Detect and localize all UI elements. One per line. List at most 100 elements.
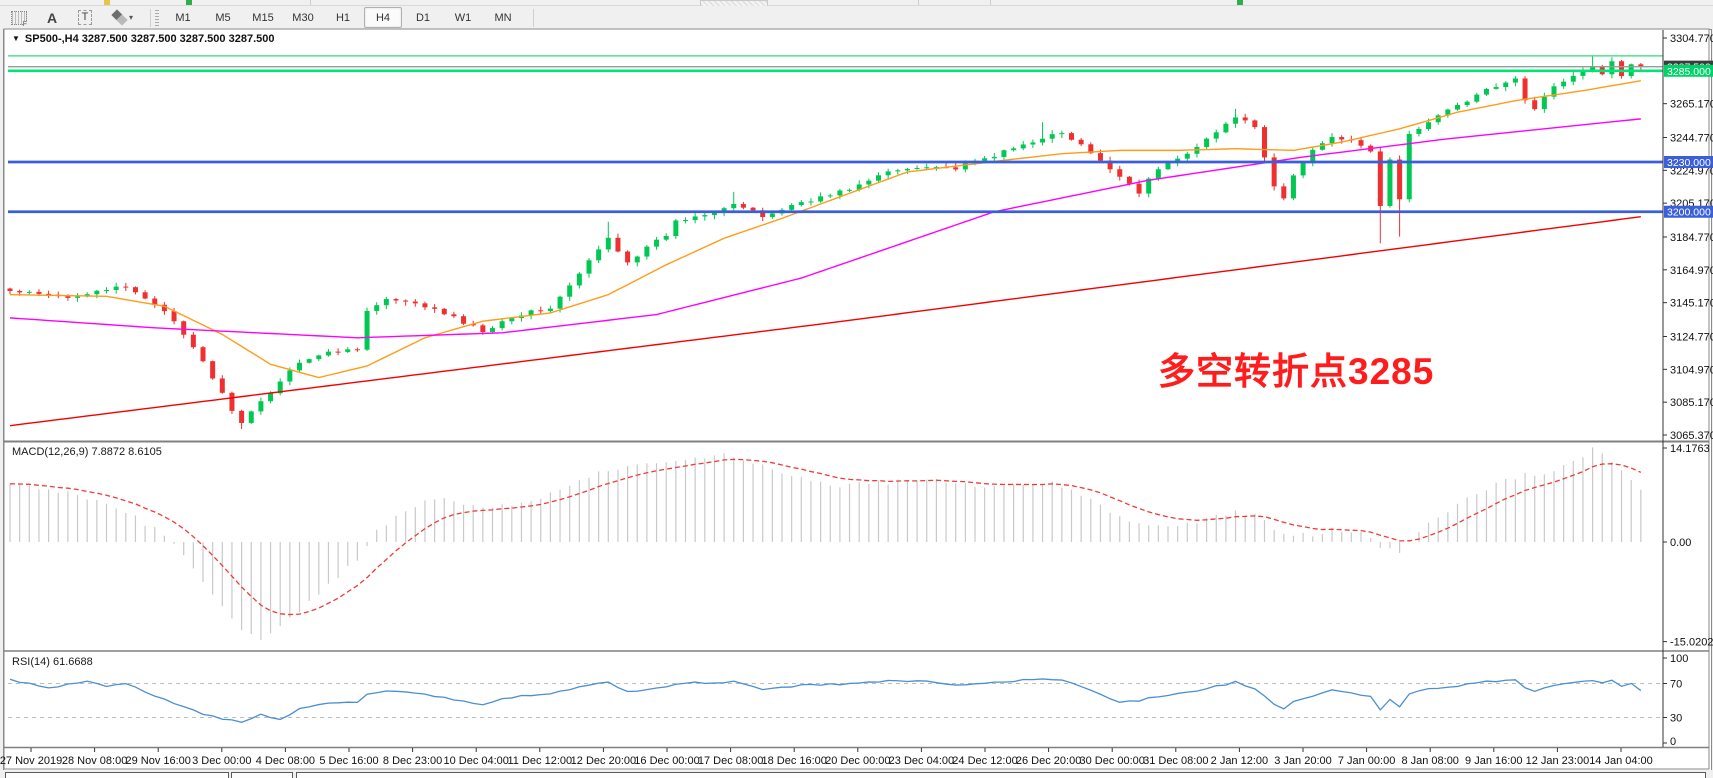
template-grid-icon[interactable]: F xyxy=(7,8,31,28)
timeframe-button-group: M1 M5 M15 M30 H1 H4 D1 W1 MN xyxy=(163,7,523,28)
candle-body xyxy=(557,296,563,309)
tf-button-m15[interactable]: M15 xyxy=(252,11,274,24)
candle-body xyxy=(1609,61,1615,75)
font-a-icon[interactable]: A xyxy=(40,8,64,27)
tf-button-m5[interactable]: M5 xyxy=(215,11,231,24)
price-axis-label: 3164.970 xyxy=(1670,265,1713,277)
time-axis-label: 10 Dec 04:00 xyxy=(443,755,508,767)
candle-body xyxy=(1551,86,1557,97)
toolbar-separator xyxy=(150,8,151,27)
ma-fast-line[interactable] xyxy=(9,80,1641,379)
candle-body xyxy=(258,401,264,412)
chart-text-annotation[interactable]: 多空转折点3285 xyxy=(1158,351,1435,392)
shapes-dropdown-icon[interactable]: ▾ xyxy=(106,8,140,27)
text-label-icon[interactable]: T xyxy=(73,8,97,27)
time-axis-label: 4 Dec 08:00 xyxy=(256,755,315,767)
price-badge-text: 3200.000 xyxy=(1667,207,1711,219)
bottom-tab[interactable] xyxy=(296,772,1706,778)
candle-body xyxy=(1262,127,1267,158)
candle-body xyxy=(509,318,515,322)
candle-body xyxy=(1416,128,1422,134)
toolbar-separator xyxy=(310,0,311,5)
candle-body xyxy=(1570,75,1576,82)
macd-panel xyxy=(9,447,1642,641)
candle-body xyxy=(818,196,824,202)
cutoff-upper-toolbar xyxy=(0,0,1713,6)
time-axis-label: 30 Dec 00:00 xyxy=(1079,755,1144,767)
time-axis-label: 26 Dec 20:00 xyxy=(1016,755,1081,767)
candle-body xyxy=(962,163,968,170)
candle-body xyxy=(731,204,737,209)
candle-body xyxy=(576,273,582,286)
time-axis-label: 23 Dec 04:00 xyxy=(889,755,954,767)
candle-body xyxy=(895,170,901,172)
candle-body xyxy=(1426,122,1432,129)
toolbar-drag-handle[interactable] xyxy=(155,9,159,26)
candle-body xyxy=(837,190,843,196)
tf-button-mn[interactable]: MN xyxy=(494,11,512,24)
candle-body xyxy=(1126,176,1132,184)
price-axis-label: 3224.970 xyxy=(1670,165,1713,177)
time-axis-label: 29 Nov 16:00 xyxy=(125,755,190,767)
candle-body xyxy=(1069,133,1074,140)
candle-body xyxy=(1397,159,1403,200)
candle-body xyxy=(1619,61,1625,77)
candle-body xyxy=(287,370,293,382)
candle-body xyxy=(171,311,177,322)
bottom-tab[interactable] xyxy=(231,772,293,778)
candle-body xyxy=(432,307,438,309)
candle-body xyxy=(982,158,988,161)
candle-body xyxy=(316,355,322,360)
chart-toolbar: F A T ▾ M1 M5 M15 M30 H1 H4 D1 W1 MN xyxy=(0,6,1713,29)
candle-body xyxy=(132,287,138,293)
candle-body xyxy=(248,411,254,423)
cutoff-icon-green2 xyxy=(1237,0,1243,5)
candle-body xyxy=(692,216,698,221)
candle-body xyxy=(113,286,119,290)
tf-button-w1[interactable]: W1 xyxy=(454,11,472,24)
price-axis-label: 3304.770 xyxy=(1670,33,1713,45)
candle-body xyxy=(567,285,573,297)
candle-body xyxy=(1233,117,1239,124)
candle-body xyxy=(673,220,679,236)
rsi-line xyxy=(9,678,1642,723)
candle-body xyxy=(335,351,341,353)
ma-mid-line[interactable] xyxy=(9,118,1641,339)
candle-body xyxy=(904,168,910,171)
tf-button-m1[interactable]: M1 xyxy=(175,11,191,24)
candle-body xyxy=(1252,120,1258,128)
candle-body xyxy=(1474,94,1480,102)
tf-button-h1[interactable]: H1 xyxy=(335,11,351,24)
rsi-panel xyxy=(8,678,1663,723)
bottom-tab[interactable] xyxy=(5,772,229,778)
ma-slow-line[interactable] xyxy=(9,216,1641,427)
rsi-axis-label: 70 xyxy=(1670,679,1682,691)
candle-body xyxy=(1483,88,1489,95)
candle-body xyxy=(1329,137,1335,144)
time-axis-label: 2 Jan 12:00 xyxy=(1211,755,1269,767)
candle-body xyxy=(1146,178,1152,194)
candle-body xyxy=(538,310,544,312)
tf-button-m30[interactable]: M30 xyxy=(292,11,314,24)
tf-button-h4[interactable]: H4 xyxy=(364,7,402,28)
candle-body xyxy=(1040,138,1046,143)
symbol-ohlc-text: SP500-,H4 3287.500 3287.500 3287.500 328… xyxy=(24,33,275,45)
candle-body xyxy=(1223,123,1229,133)
candle-body xyxy=(1059,133,1065,135)
candle-body xyxy=(383,299,389,306)
time-axis-label: 11 Dec 12:00 xyxy=(507,755,572,767)
price-axis-label: 3145.170 xyxy=(1670,298,1713,310)
candle-body xyxy=(808,201,814,203)
cutoff-icon-yellow xyxy=(104,0,110,5)
candle-body xyxy=(1001,150,1007,157)
candle-body xyxy=(1204,138,1210,148)
candle-body xyxy=(876,175,881,181)
candle-body xyxy=(354,349,360,351)
tf-button-d1[interactable]: D1 xyxy=(415,11,431,24)
chart-symbol-title[interactable]: ▼ SP500-,H4 3287.500 3287.500 3287.500 32… xyxy=(12,33,274,45)
chart-window-frame xyxy=(3,28,1710,770)
candle-body xyxy=(219,378,225,393)
time-axis-label: 12 Jan 23:00 xyxy=(1526,755,1590,767)
candle-body xyxy=(924,167,930,169)
